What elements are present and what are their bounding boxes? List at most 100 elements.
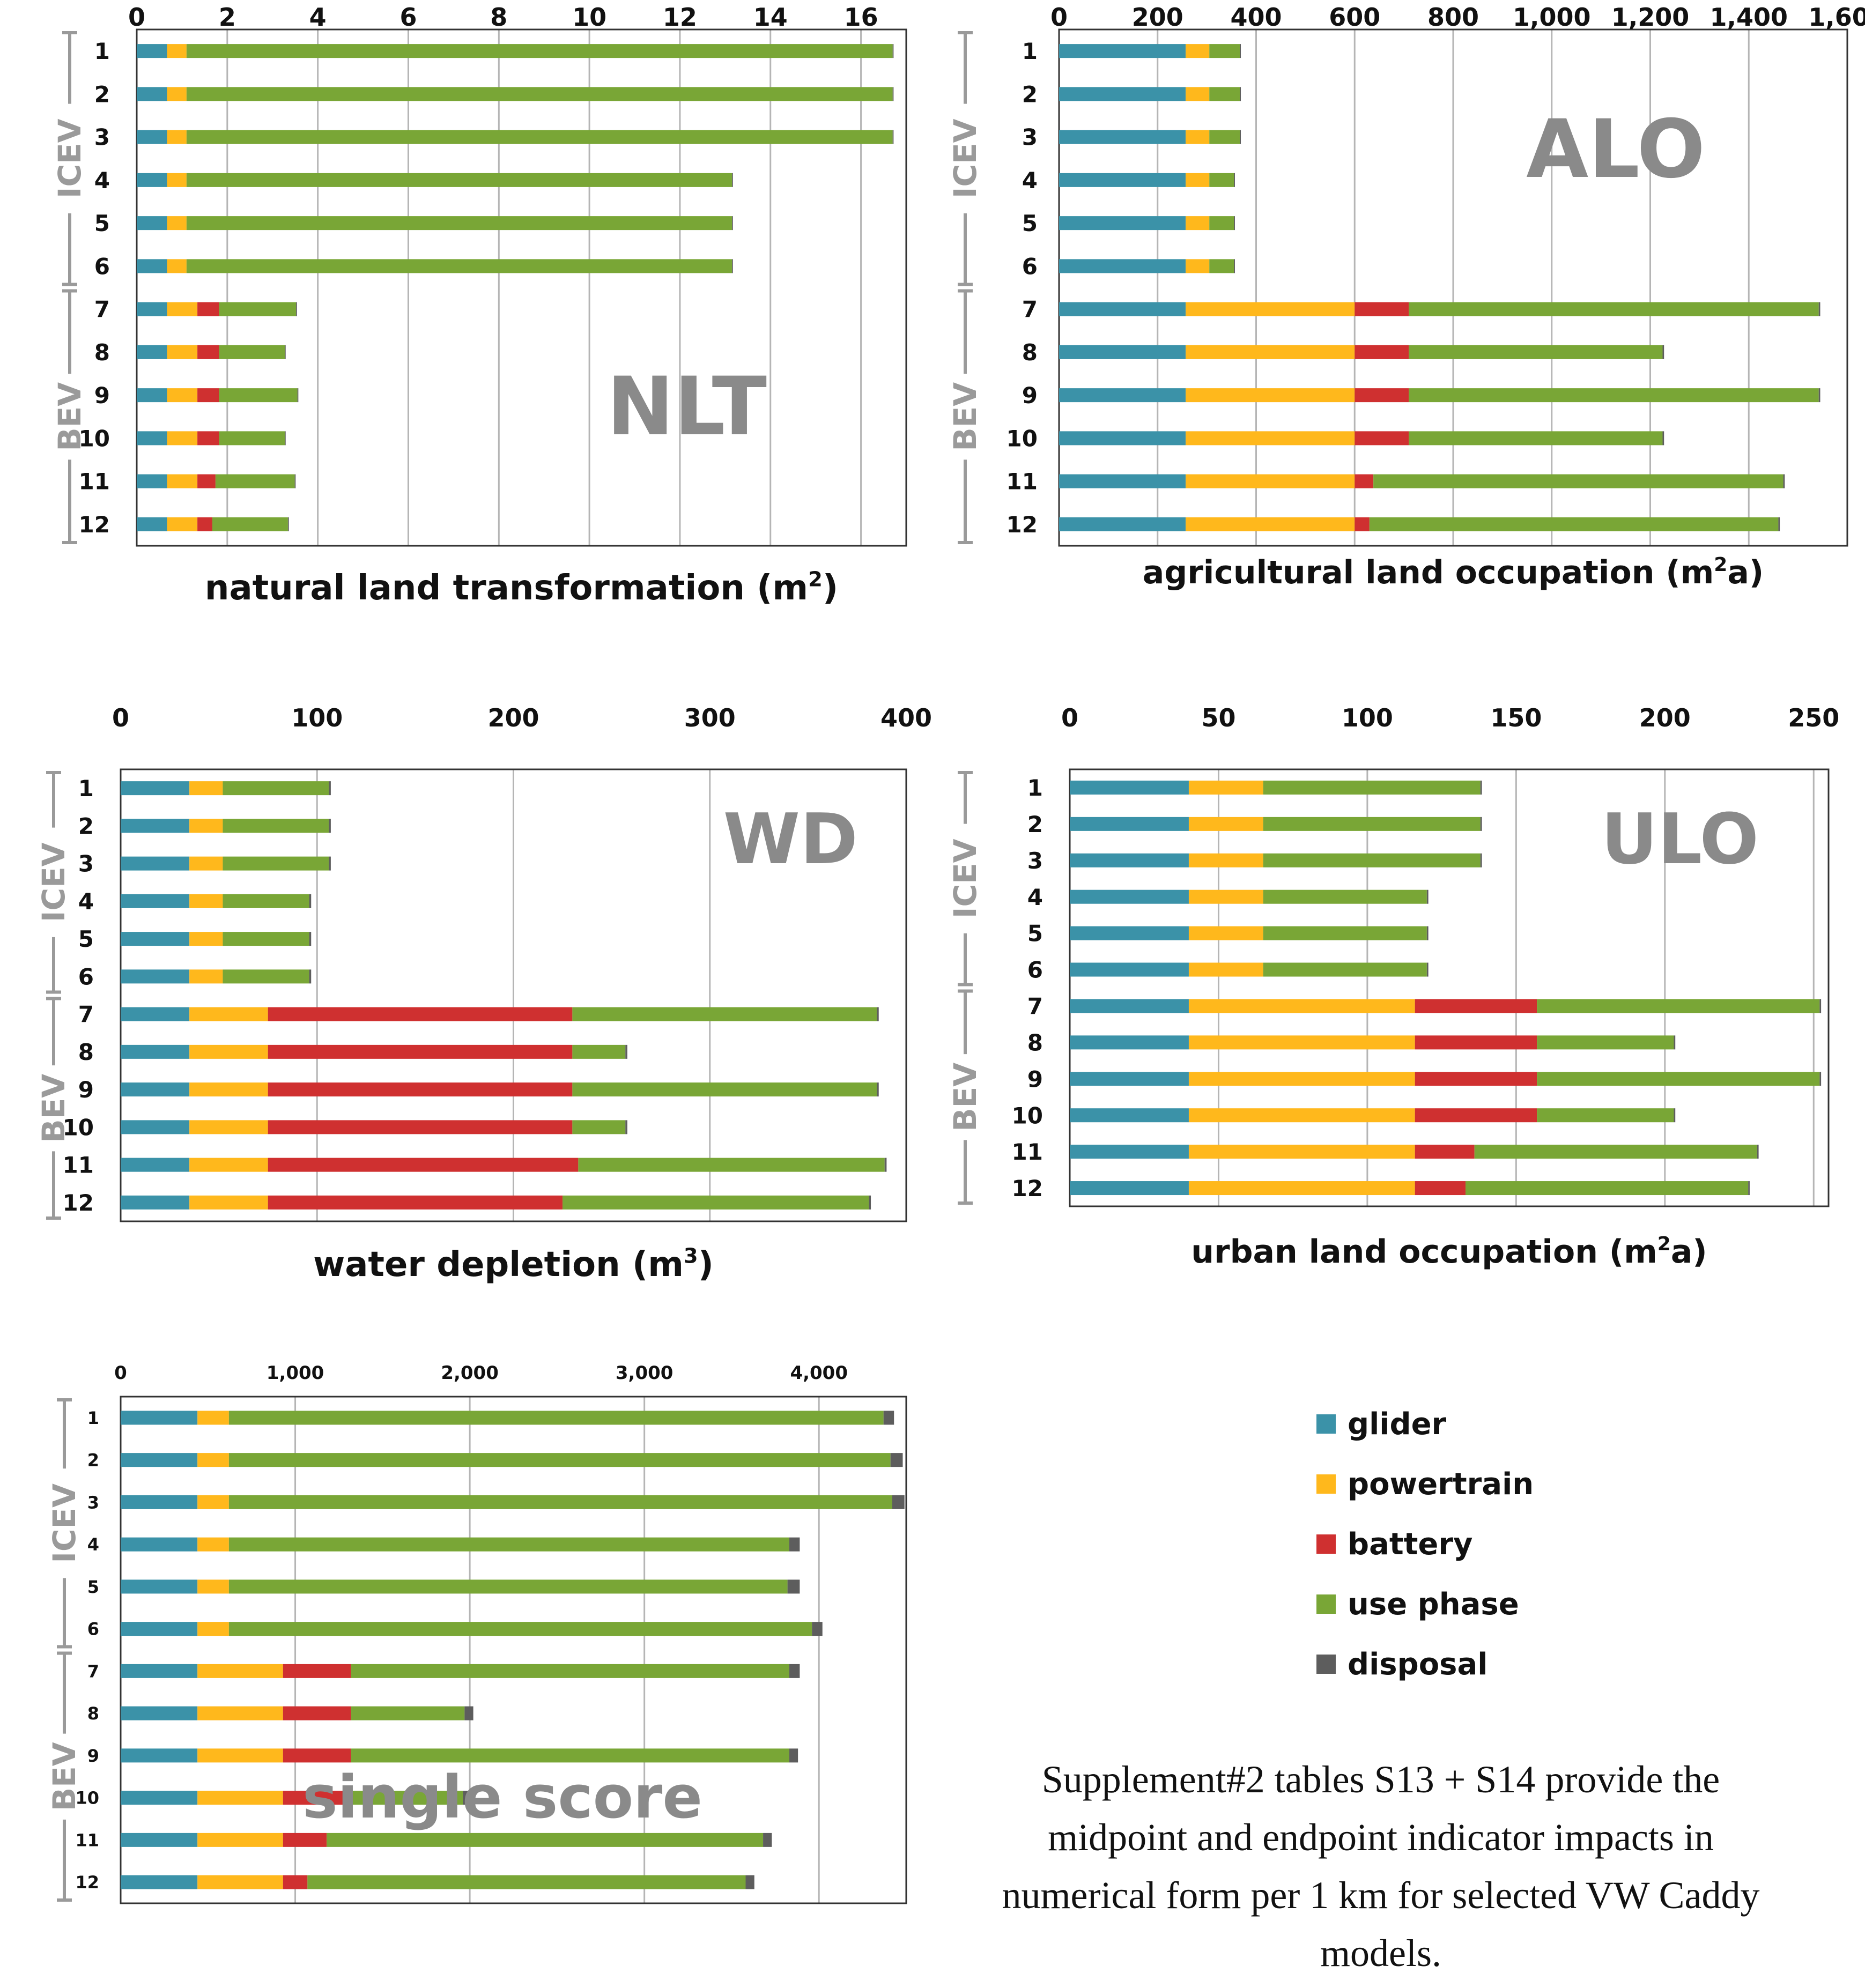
alo-bar-disposal [1662, 431, 1664, 446]
alo-bar-glider [1059, 345, 1186, 359]
nlt-bar-glider [137, 44, 167, 58]
single-score-abbreviation: single score [302, 1763, 702, 1831]
nlt-bar-glider [137, 388, 167, 403]
nlt-bar-glider [137, 216, 167, 231]
nlt-x-axis-label: natural land transformation (m2) [205, 568, 838, 608]
wd-bar-use-phase [572, 1082, 877, 1097]
wd-bar-powertrain [189, 781, 223, 796]
ulo-bar-disposal [1819, 999, 1822, 1013]
ulo-bar-use-phase [1263, 780, 1481, 795]
alo-bar-disposal [1234, 259, 1235, 273]
ulo-bar-powertrain [1188, 1181, 1415, 1196]
wd-category-label: 9 [78, 1077, 94, 1103]
single-score-bar-use-phase [228, 1579, 788, 1594]
ulo-x-tick-label: 50 [1201, 703, 1235, 732]
ulo-bar-disposal [1480, 780, 1482, 795]
single-score-category-label: 11 [75, 1830, 99, 1850]
alo-bar-use-phase [1209, 173, 1234, 187]
nlt-bar-disposal [892, 87, 894, 101]
wd-bar-battery [268, 1007, 573, 1021]
single-score-x-tick-label: 4,000 [790, 1362, 848, 1384]
single-score-bar-glider [121, 1579, 198, 1594]
nlt-category-label: 5 [94, 210, 110, 236]
ulo-bar-battery [1415, 1145, 1475, 1159]
legend-item-use-phase: use phase [1316, 1574, 1534, 1634]
nlt-bar-powertrain [167, 388, 198, 403]
nlt-bar-use-phase [215, 474, 295, 488]
wd-category-label: 8 [78, 1039, 94, 1065]
ulo-bar-use-phase [1537, 999, 1820, 1013]
nlt-bar-powertrain [167, 216, 187, 231]
alo-bar-disposal [1783, 474, 1785, 488]
wd-bar-glider [121, 819, 190, 833]
single-score-chart: 0 1,000 2,000 3,000 4,000123456789101112ICEV… [46, 1362, 907, 1904]
ulo-bar-use-phase [1537, 1072, 1820, 1086]
single-score-bar-powertrain [197, 1833, 283, 1847]
alo-bar-use-phase [1209, 216, 1234, 231]
nlt-bar-disposal [285, 345, 286, 359]
nlt-x-tick-label: 8 [490, 3, 507, 32]
alo-category-label: 2 [1022, 81, 1038, 107]
ulo-x-tick-label: 100 [1342, 703, 1393, 732]
nlt-bar-disposal [892, 44, 894, 58]
wd-bar-powertrain [189, 856, 223, 871]
ulo-bar-powertrain [1188, 1145, 1415, 1159]
alo-bar-glider [1059, 87, 1186, 101]
single-score-bar-disposal [787, 1579, 800, 1594]
single-score-bar-glider [121, 1706, 198, 1720]
legend-swatch-use-phase [1316, 1594, 1336, 1614]
nlt-category-label: 3 [94, 124, 110, 151]
single-score-bar-disposal [763, 1833, 772, 1847]
alo-bar-use-phase [1409, 388, 1819, 403]
alo-group-label: BEV [947, 382, 983, 451]
wd-category-label: 1 [78, 775, 94, 802]
nlt-bar-glider [137, 302, 167, 316]
nlt-bar-glider [137, 474, 167, 488]
alo-bar-use-phase [1209, 87, 1240, 101]
nlt-bar-use-phase [186, 44, 893, 58]
legend-label: battery [1348, 1526, 1473, 1562]
wd-bar-disposal [309, 969, 312, 984]
nlt-bar-glider [137, 259, 167, 273]
single-score-bar-glider [121, 1622, 198, 1636]
nlt-bar-disposal [294, 474, 296, 488]
legend-swatch-battery [1316, 1534, 1336, 1554]
ulo-bar-powertrain [1188, 853, 1263, 867]
wd-bar-glider [121, 1044, 190, 1059]
nlt-bar-disposal [285, 431, 286, 446]
nlt-bar-powertrain [167, 44, 187, 58]
ulo-abbreviation: ULO [1601, 798, 1759, 880]
alo-bar-use-phase [1409, 431, 1663, 446]
single-score-bar-use-phase [351, 1664, 789, 1678]
wd-x-tick-label: 100 [291, 703, 343, 732]
single-score-bar-powertrain [197, 1875, 283, 1889]
single-score-bar-use-phase [228, 1411, 884, 1425]
nlt-bar-use-phase [186, 173, 732, 187]
nlt-category-label: 12 [79, 511, 110, 538]
alo-category-label: 3 [1022, 124, 1038, 151]
single-score-bar-powertrain [197, 1622, 229, 1636]
wd-bar-disposal [877, 1007, 879, 1021]
nlt-bar-disposal [287, 517, 289, 531]
wd-bar-disposal [877, 1082, 879, 1097]
nlt-bar-disposal [732, 216, 733, 231]
wd-bar-powertrain [189, 1082, 268, 1097]
ulo-bar-powertrain [1188, 780, 1263, 795]
wd-bar-battery [268, 1044, 573, 1059]
wd-bar-disposal [625, 1044, 627, 1059]
alo-category-label: 5 [1022, 210, 1038, 236]
wd-category-label: 7 [78, 1002, 94, 1028]
single-score-x-tick-label: 3,000 [616, 1362, 674, 1384]
caption: Supplement#2 tables S13 + S14 provide th… [1002, 1758, 1760, 1975]
single-score-bar-battery [283, 1791, 351, 1805]
ulo-x-axis-label: urban land occupation (m2a) [1191, 1233, 1707, 1271]
alo-bar-powertrain [1186, 44, 1210, 58]
nlt-bar-use-phase [186, 216, 732, 231]
alo-bar-disposal [1778, 517, 1780, 531]
alo-bar-glider [1059, 517, 1186, 531]
single-score-x-tick-label: 0 [114, 1362, 127, 1384]
wd-bar-glider [121, 894, 190, 908]
ulo-category-label: 3 [1027, 848, 1043, 874]
single-score-bar-glider [121, 1748, 198, 1763]
